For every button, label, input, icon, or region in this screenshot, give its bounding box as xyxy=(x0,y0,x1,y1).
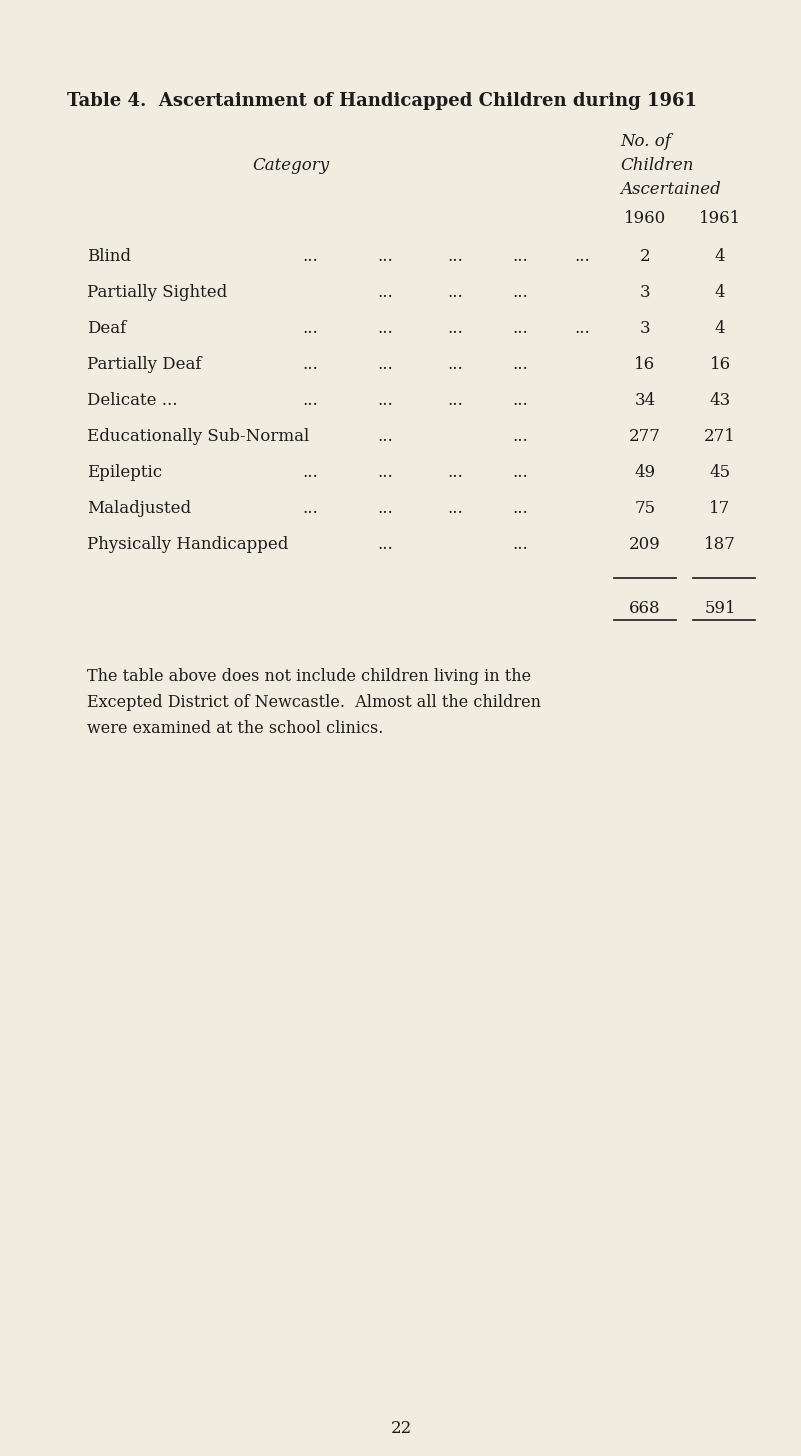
Text: ...: ... xyxy=(447,392,463,409)
Text: ...: ... xyxy=(447,464,463,480)
Text: ...: ... xyxy=(302,320,318,336)
Text: 45: 45 xyxy=(710,464,731,480)
Text: 271: 271 xyxy=(704,428,736,446)
Text: ...: ... xyxy=(377,499,392,517)
Text: were examined at the school clinics.: were examined at the school clinics. xyxy=(87,721,384,737)
Text: 1960: 1960 xyxy=(624,210,666,227)
Text: ...: ... xyxy=(512,357,528,373)
Text: 209: 209 xyxy=(629,536,661,553)
Text: ...: ... xyxy=(377,392,392,409)
Text: No. of: No. of xyxy=(620,132,671,150)
Text: ...: ... xyxy=(447,357,463,373)
Text: 591: 591 xyxy=(704,600,736,617)
Text: ...: ... xyxy=(302,464,318,480)
Text: ...: ... xyxy=(512,392,528,409)
Text: 4: 4 xyxy=(714,320,726,336)
Text: ...: ... xyxy=(377,464,392,480)
Text: Physically Handicapped: Physically Handicapped xyxy=(87,536,288,553)
Text: ...: ... xyxy=(512,536,528,553)
Text: Category: Category xyxy=(252,157,329,175)
Text: ...: ... xyxy=(512,499,528,517)
Text: ...: ... xyxy=(377,428,392,446)
Text: ...: ... xyxy=(447,284,463,301)
Text: ...: ... xyxy=(377,320,392,336)
Text: Educationally Sub-Normal: Educationally Sub-Normal xyxy=(87,428,309,446)
Text: Partially Deaf: Partially Deaf xyxy=(87,357,202,373)
Text: 4: 4 xyxy=(714,284,726,301)
Text: Ascertained: Ascertained xyxy=(620,181,721,198)
Text: 49: 49 xyxy=(634,464,655,480)
Text: ...: ... xyxy=(574,248,590,265)
Text: ...: ... xyxy=(512,428,528,446)
Text: 187: 187 xyxy=(704,536,736,553)
Text: ...: ... xyxy=(377,248,392,265)
Text: 2: 2 xyxy=(640,248,650,265)
Text: ...: ... xyxy=(447,248,463,265)
Text: The table above does not include children living in the: The table above does not include childre… xyxy=(87,668,531,684)
Text: 34: 34 xyxy=(634,392,656,409)
Text: ...: ... xyxy=(512,464,528,480)
Text: 3: 3 xyxy=(640,320,650,336)
Text: 277: 277 xyxy=(629,428,661,446)
Text: Excepted District of Newcastle.  Almost all the children: Excepted District of Newcastle. Almost a… xyxy=(87,695,541,711)
Text: 17: 17 xyxy=(710,499,731,517)
Text: 43: 43 xyxy=(710,392,731,409)
Text: ...: ... xyxy=(377,357,392,373)
Text: Maladjusted: Maladjusted xyxy=(87,499,191,517)
Text: Table 4.  Ascertainment of Handicapped Children during 1961: Table 4. Ascertainment of Handicapped Ch… xyxy=(67,92,697,111)
Text: Deaf: Deaf xyxy=(87,320,127,336)
Text: ...: ... xyxy=(302,499,318,517)
Text: 668: 668 xyxy=(630,600,661,617)
Text: ...: ... xyxy=(512,320,528,336)
Text: Partially Sighted: Partially Sighted xyxy=(87,284,227,301)
Text: ...: ... xyxy=(447,320,463,336)
Text: 75: 75 xyxy=(634,499,655,517)
Text: 1961: 1961 xyxy=(699,210,741,227)
Text: ...: ... xyxy=(302,392,318,409)
Text: ...: ... xyxy=(377,536,392,553)
Text: ...: ... xyxy=(302,248,318,265)
Text: Epileptic: Epileptic xyxy=(87,464,162,480)
Text: Blind: Blind xyxy=(87,248,131,265)
Text: ...: ... xyxy=(377,284,392,301)
Text: Delicate ...: Delicate ... xyxy=(87,392,178,409)
Text: ...: ... xyxy=(512,248,528,265)
Text: 3: 3 xyxy=(640,284,650,301)
Text: ...: ... xyxy=(447,499,463,517)
Text: Children: Children xyxy=(620,157,694,175)
Text: ...: ... xyxy=(512,284,528,301)
Text: 4: 4 xyxy=(714,248,726,265)
Text: ...: ... xyxy=(302,357,318,373)
Text: 16: 16 xyxy=(710,357,731,373)
Text: ...: ... xyxy=(574,320,590,336)
Text: 22: 22 xyxy=(390,1420,412,1437)
Text: 16: 16 xyxy=(634,357,655,373)
